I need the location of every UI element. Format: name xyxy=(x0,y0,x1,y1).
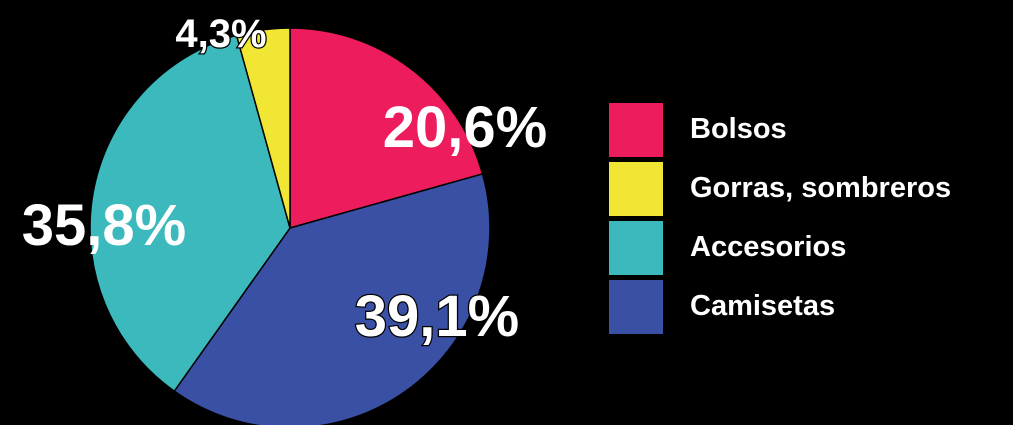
legend-label-bolsos: Bolsos xyxy=(690,113,787,145)
legend-swatch-accesorios xyxy=(609,220,663,275)
pie-slices xyxy=(89,27,491,425)
value-label-accesorios: 35,8% xyxy=(22,193,186,258)
legend-swatch-camisetas xyxy=(609,279,663,334)
legend-label-gorras-sombreros: Gorras, sombreros xyxy=(690,172,952,204)
value-label-bolsos: 20,6% xyxy=(383,95,547,160)
legend-item-gorras-sombreros: Gorras, sombreros xyxy=(609,159,1013,218)
pie-value-labels: 20,6% 39,1% 35,8% 4,3% xyxy=(22,11,547,351)
value-label-gorras-sombreros: 4,3% xyxy=(175,12,266,56)
pie-slice-bolsos xyxy=(289,27,484,229)
legend: Bolsos Gorras, sombreros Accesorios Cami… xyxy=(609,100,1013,336)
legend-item-bolsos: Bolsos xyxy=(609,100,1013,159)
legend-item-accesorios: Accesorios xyxy=(609,218,1013,277)
legend-swatch-bolsos xyxy=(609,102,663,157)
pie-slice-gorras-sombreros xyxy=(235,27,291,229)
legend-item-camisetas: Camisetas xyxy=(609,277,1013,336)
pie-slice-camisetas xyxy=(173,172,491,425)
value-label-camisetas: 39,1% xyxy=(355,284,519,349)
legend-label-accesorios: Accesorios xyxy=(690,231,847,263)
legend-swatch-gorras-sombreros xyxy=(609,161,663,216)
legend-label-camisetas: Camisetas xyxy=(690,290,836,322)
pie-slice-accesorios xyxy=(89,34,291,393)
